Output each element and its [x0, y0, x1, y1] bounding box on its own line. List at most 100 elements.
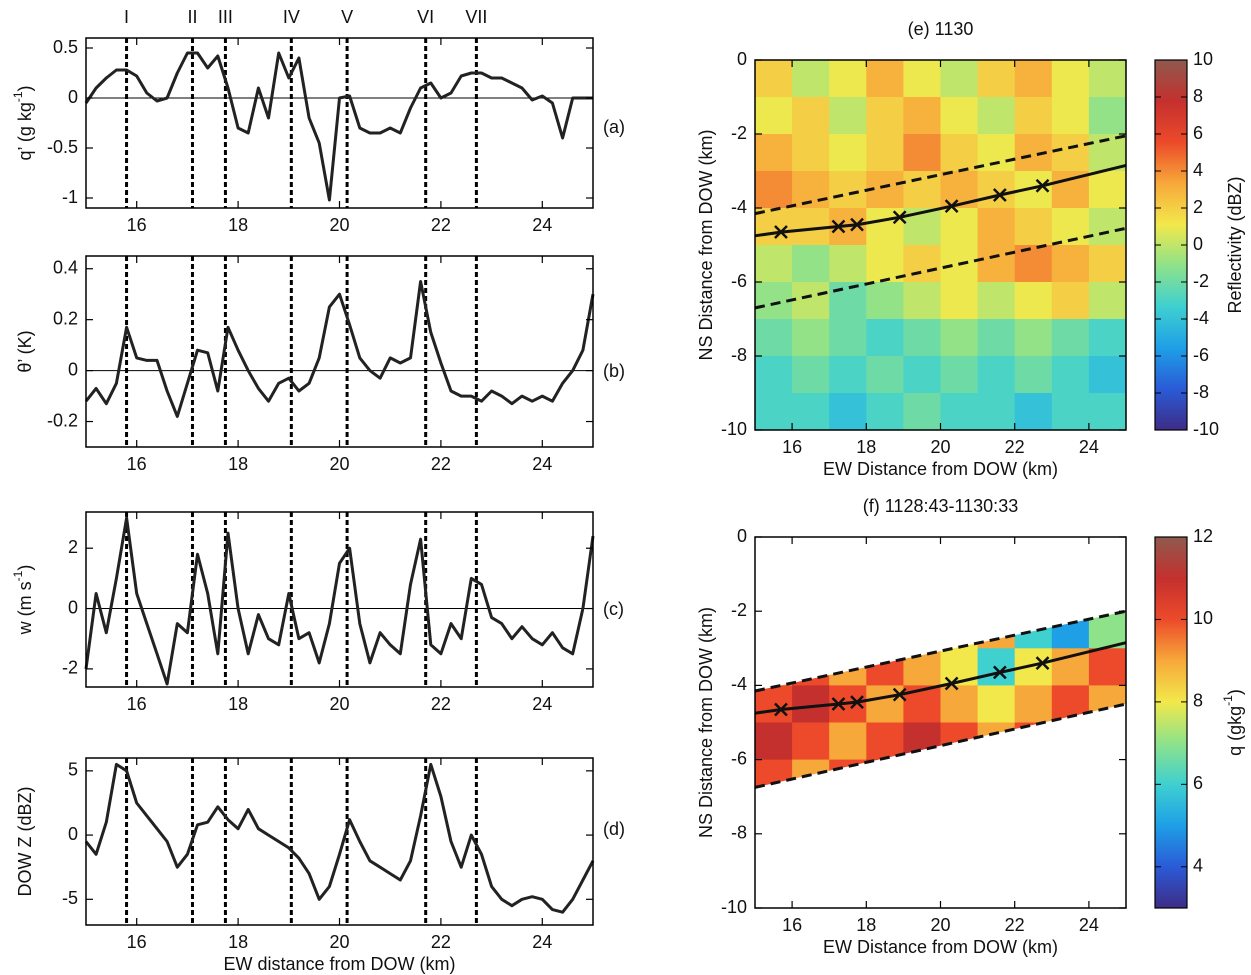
y-tick-label: -6	[731, 271, 747, 291]
y-tick-label: -2	[731, 123, 747, 143]
marker-line-label: I	[124, 7, 129, 27]
heatmap-cell	[792, 282, 830, 320]
y-axis-label-part: )	[15, 85, 35, 91]
heatmap-cell	[866, 134, 904, 172]
y-tick-label: 0.4	[53, 257, 78, 277]
colorbar-tick-label: 0	[1193, 234, 1203, 254]
heatmap-cell	[940, 97, 979, 135]
heatmap-cell	[940, 319, 979, 357]
x-tick-label: 24	[532, 454, 552, 474]
y-tick-label: -10	[721, 419, 747, 439]
y-tick-label: -2	[731, 600, 747, 620]
y-tick-label: -0.5	[47, 137, 78, 157]
plot-frame	[754, 59, 1127, 431]
x-tick-label: 18	[228, 932, 248, 952]
heatmap-cell	[1088, 356, 1127, 394]
colorbar-tick-label: 10	[1193, 608, 1213, 628]
heatmap-cell	[940, 282, 979, 320]
data-line	[84, 280, 595, 418]
y-tick-label: 0	[68, 597, 78, 617]
y-axis-label: θ’ (K)	[15, 330, 35, 372]
x-tick-label: 20	[930, 915, 950, 935]
heatmap-cell	[755, 134, 793, 172]
heatmap-cell	[977, 648, 1016, 686]
heatmap-cell	[755, 245, 793, 283]
x-marker	[944, 199, 959, 214]
heatmap-cell	[755, 97, 793, 135]
y-tick-label: 2	[68, 537, 78, 557]
heatmap-cell	[1014, 282, 1053, 320]
heatmap-cell	[866, 319, 904, 357]
heatmap-cell	[1088, 393, 1127, 431]
y-tick-label: -4	[731, 197, 747, 217]
heatmap-cell	[792, 97, 830, 135]
x-tick-label: 18	[228, 215, 248, 235]
y-tick-label: 5	[68, 760, 78, 780]
heatmap-cell	[1051, 282, 1090, 320]
heatmap-cell	[1014, 611, 1053, 649]
heatmap-cell	[829, 319, 867, 357]
x-tick-label: 18	[228, 694, 248, 714]
heatmap-cell	[1051, 60, 1090, 98]
y-tick-label: 0	[737, 49, 747, 69]
heatmap-cell	[1088, 319, 1127, 357]
data-line	[84, 762, 595, 914]
y-axis-label: DOW Z (dBZ)	[15, 787, 35, 897]
colorbar-label-part: )	[1225, 689, 1245, 695]
heatmap-cell	[792, 759, 830, 788]
colorbar	[1154, 536, 1188, 909]
heatmap-cell	[977, 245, 1016, 283]
x-tick-label: 24	[1079, 915, 1099, 935]
heatmap-cell	[903, 97, 941, 135]
colorbar-tick-label: 2	[1193, 197, 1203, 217]
heatmap-cell	[755, 722, 793, 761]
x-axis-label: EW Distance from DOW (km)	[823, 937, 1058, 957]
heatmap-cell	[792, 134, 830, 172]
x-marker	[774, 225, 788, 239]
x-tick-label: 20	[329, 694, 349, 714]
x-marker	[1035, 178, 1050, 193]
y-axis-label: NS Distance from DOW (km)	[696, 129, 716, 360]
heatmap-cell	[1088, 97, 1127, 135]
heatmap-cell	[755, 171, 793, 209]
x-tick-label: 18	[228, 454, 248, 474]
heatmap-cell	[1014, 60, 1053, 98]
heatmap-cell	[1051, 393, 1090, 431]
heatmap-cell	[977, 722, 1016, 761]
heatmap-cell	[977, 356, 1016, 394]
heatmap-cell	[755, 759, 793, 788]
panel-label: (d)	[603, 819, 625, 839]
heatmap-cell	[1051, 319, 1090, 357]
heatmap-cell	[1051, 722, 1090, 761]
x-tick-label: 16	[127, 215, 147, 235]
heatmap-cell	[940, 356, 979, 394]
colorbar-tick-label: -2	[1193, 271, 1209, 291]
heatmap-cell	[1088, 648, 1126, 686]
heatmap-cell	[977, 97, 1016, 135]
heatmap-cell	[1088, 60, 1127, 98]
x-marker	[992, 188, 1007, 202]
heatmap-cell	[1051, 759, 1090, 788]
x-tick-label: 16	[127, 932, 147, 952]
heatmap-cell	[1088, 722, 1126, 761]
x-tick-label: 18	[856, 915, 876, 935]
y-tick-label: -2	[62, 658, 78, 678]
colorbar-tick-label: 4	[1193, 856, 1203, 876]
heatmap-cell	[1014, 245, 1053, 283]
colorbar-tick-label: -10	[1193, 419, 1219, 439]
heatmap-cell	[755, 393, 793, 431]
y-axis-label-part: w (m s	[15, 581, 35, 635]
x-tick-label: 16	[127, 454, 147, 474]
heatmap-cell	[1014, 356, 1053, 394]
heatmap-cell	[977, 60, 1016, 98]
x-marker	[944, 676, 959, 691]
heatmap-cell	[977, 319, 1016, 357]
colorbar-tick-label: -4	[1193, 308, 1209, 328]
x-tick-label: 22	[1005, 437, 1025, 457]
colorbar-tick-label: 6	[1193, 123, 1203, 143]
y-tick-label: 0	[68, 359, 78, 379]
heatmap-cell	[940, 60, 979, 98]
x-tick-label: 24	[1079, 437, 1099, 457]
heatmap-cell	[755, 60, 793, 98]
